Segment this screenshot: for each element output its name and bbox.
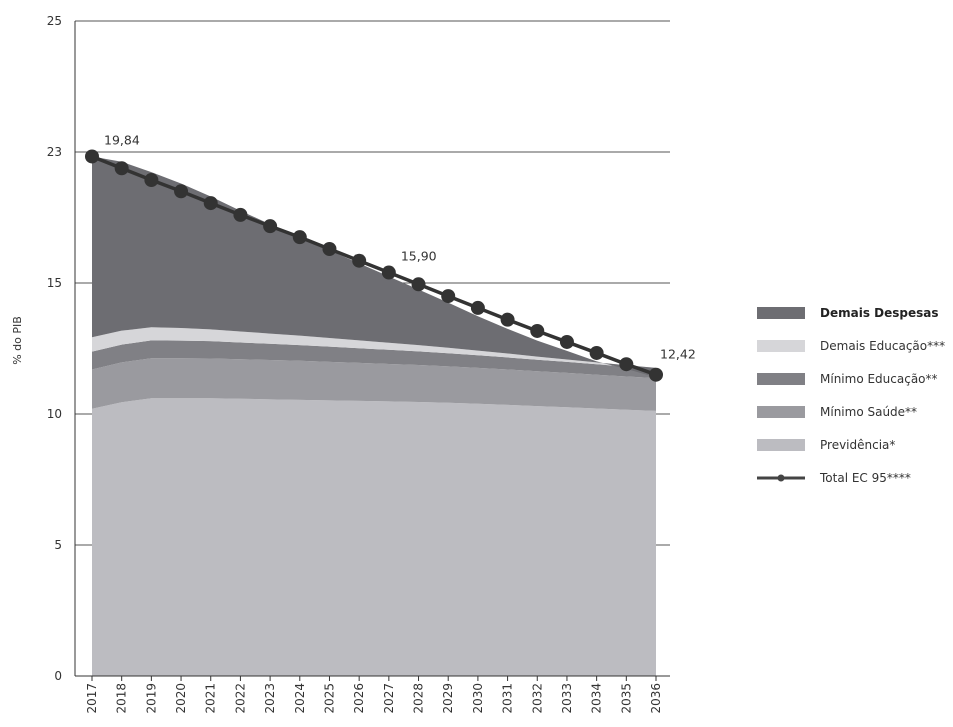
series-point xyxy=(85,149,99,164)
x-tick-label: 2029 xyxy=(441,683,455,714)
series-point xyxy=(530,323,545,338)
legend-swatch xyxy=(757,373,805,385)
x-tick-label: 2028 xyxy=(412,683,426,714)
x-tick-label: 2034 xyxy=(590,683,604,714)
area-m-nimo-educa-o xyxy=(92,340,656,379)
series-point xyxy=(381,265,396,280)
y-tick-label: 15 xyxy=(47,276,62,290)
series-point xyxy=(233,207,248,222)
x-tick-label: 2017 xyxy=(85,683,99,714)
legend-label: Demais Despesas xyxy=(820,306,939,320)
x-tick-label: 2027 xyxy=(382,683,396,714)
y-tick-label: 25 xyxy=(47,14,62,28)
x-tick-label: 2023 xyxy=(263,683,277,714)
series-point xyxy=(470,300,485,315)
area-previd-ncia xyxy=(92,398,656,676)
x-tick-label: 2033 xyxy=(560,683,574,714)
legend-label: Previdência* xyxy=(820,438,895,452)
legend-label: Mínimo Saúde** xyxy=(820,405,917,419)
area-m-nimo-sa-de xyxy=(92,358,656,411)
data-label: 15,90 xyxy=(401,249,437,264)
series-point xyxy=(322,241,337,256)
line-layer xyxy=(85,149,663,382)
x-tick-label: 2031 xyxy=(501,683,515,714)
x-tick-label: 2018 xyxy=(115,683,129,714)
series-point xyxy=(441,289,456,304)
x-tick-label: 2030 xyxy=(471,683,485,714)
x-tick-label: 2032 xyxy=(530,683,544,714)
legend-label: Demais Educação*** xyxy=(820,339,945,353)
x-tick-label: 2021 xyxy=(204,683,218,714)
series-point xyxy=(144,173,159,188)
series-point xyxy=(619,357,634,372)
series-point xyxy=(411,277,426,292)
x-tick-label: 2035 xyxy=(619,683,633,714)
legend-label: Mínimo Educação** xyxy=(820,372,938,386)
series-point xyxy=(114,161,129,176)
series-point xyxy=(500,312,515,327)
y-tick-label: 0 xyxy=(54,669,62,683)
legend-swatch xyxy=(757,406,805,418)
x-tick-label: 2036 xyxy=(649,683,663,714)
label-layer: 19,84 15,90 12,42 xyxy=(104,132,696,361)
series-point xyxy=(203,196,218,211)
x-tick-label: 2020 xyxy=(174,683,188,714)
x-tick-label: 2022 xyxy=(233,683,247,714)
y-axis-label: % do PIB xyxy=(11,316,24,365)
data-label: 19,84 xyxy=(104,132,140,147)
legend-layer: Demais Despesas Demais Educação*** Mínimo … xyxy=(757,306,945,485)
legend-swatch xyxy=(757,439,805,451)
series-point xyxy=(352,253,367,268)
x-tick-label: 2025 xyxy=(322,683,336,714)
area-layer xyxy=(92,156,656,676)
series-point xyxy=(263,219,278,234)
axis-layer: 0 5 10 15 23 25 2017 2018 2019 2020 2021 2022 2023 20… xyxy=(11,14,670,714)
legend-swatch xyxy=(757,307,805,319)
series-point xyxy=(292,230,307,245)
y-tick-label: 5 xyxy=(54,538,62,552)
data-label: 12,42 xyxy=(660,347,696,362)
x-tick-label: 2024 xyxy=(293,683,307,714)
legend-swatch xyxy=(757,340,805,352)
x-tick-label: 2026 xyxy=(352,683,366,714)
legend-label: Total EC 95**** xyxy=(819,471,911,485)
series-point xyxy=(559,334,574,349)
series-point xyxy=(589,345,604,360)
series-point xyxy=(649,367,663,382)
legend-marker xyxy=(777,474,785,482)
area-demais-educa-o xyxy=(92,327,656,369)
y-tick-label: 10 xyxy=(47,407,62,421)
y-tick-label: 23 xyxy=(47,145,62,159)
series-point xyxy=(174,184,189,199)
x-tick-label: 2019 xyxy=(144,683,158,714)
